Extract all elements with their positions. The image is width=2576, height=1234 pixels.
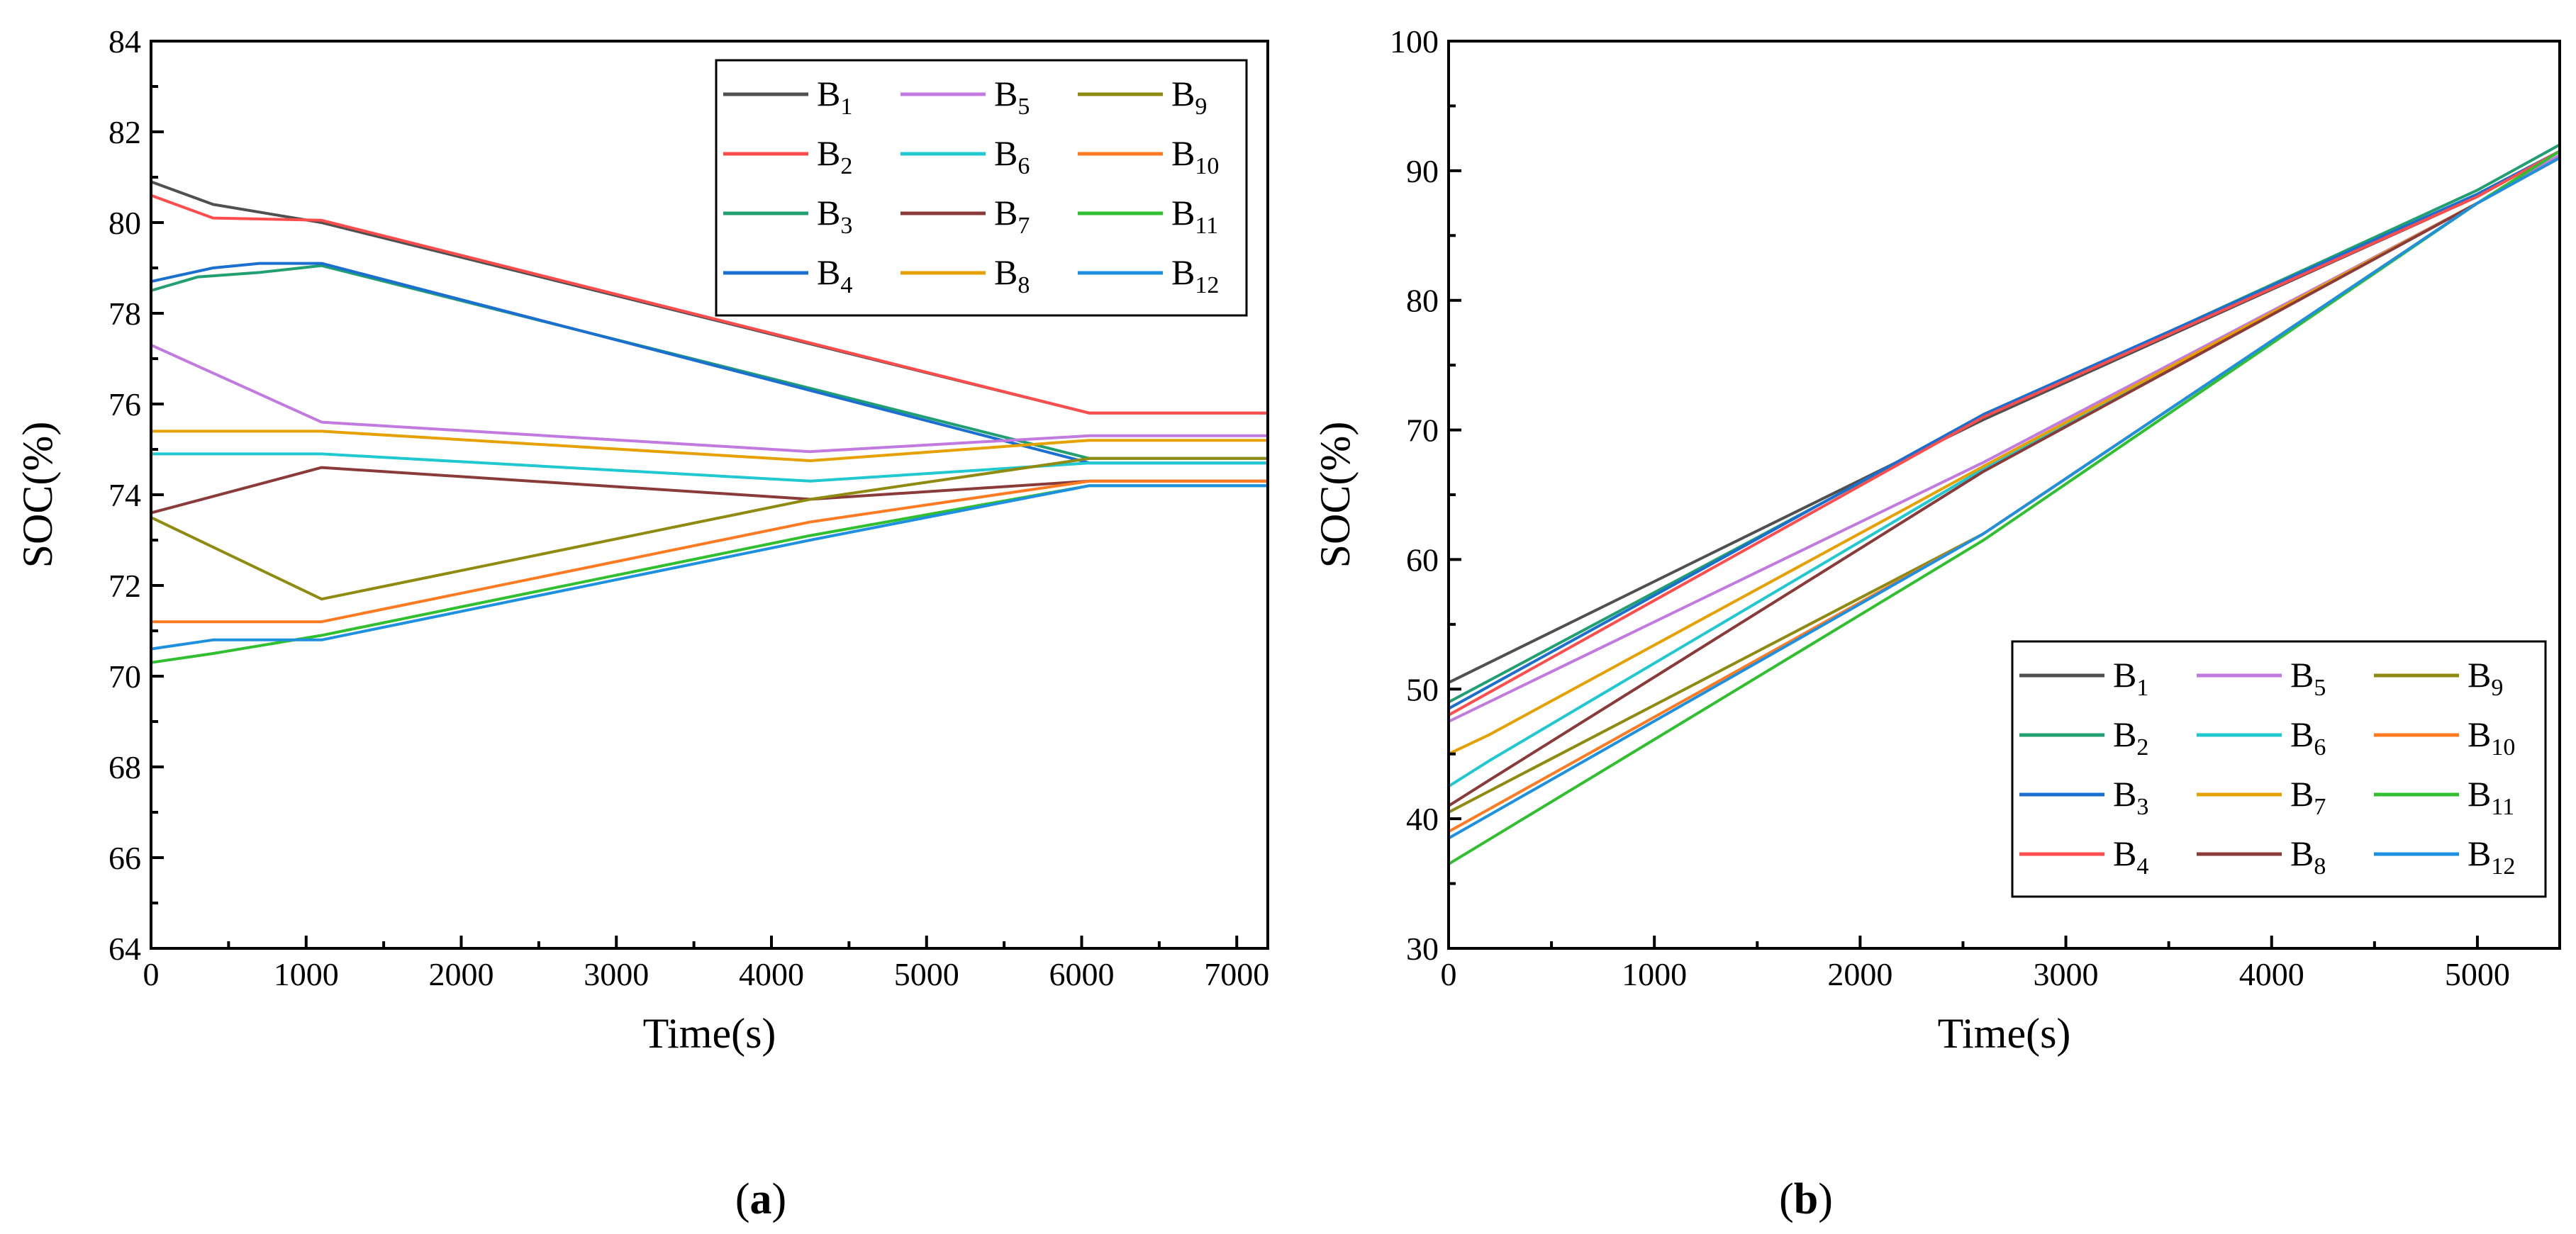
y-tick-label: 70 xyxy=(1406,413,1439,449)
x-tick-label: 0 xyxy=(1441,956,1457,992)
y-axis-title: SOC(%) xyxy=(14,422,61,568)
legend-label-b7: B7 xyxy=(994,193,1030,239)
x-tick-label: 3000 xyxy=(584,956,649,992)
legend-label-b1: B1 xyxy=(817,74,852,120)
x-axis-title: Time(s) xyxy=(1938,1010,2071,1057)
legend-box xyxy=(715,59,1248,317)
y-tick-label: 82 xyxy=(108,114,141,150)
legend-label-b11: B11 xyxy=(1171,193,1218,239)
legend-label-b9: B9 xyxy=(2468,655,2503,701)
series-line-b9 xyxy=(150,456,1268,601)
x-tick-label: 5000 xyxy=(2445,956,2510,992)
legend: B1 B2 B3 B4 B5 B6 B7 B8 B9 B10 B11 B12 xyxy=(2011,640,2547,898)
y-tick-label: 84 xyxy=(108,23,141,60)
x-tick-label: 0 xyxy=(143,956,160,992)
y-tick-label: 80 xyxy=(1406,283,1439,319)
legend-label-b9: B9 xyxy=(1171,74,1207,120)
y-tick-label: 80 xyxy=(108,205,141,241)
panel-label-b: (b) xyxy=(1779,1175,1833,1223)
y-tick-label: 30 xyxy=(1406,931,1439,967)
y-tick-label: 68 xyxy=(108,749,141,785)
series-line-b4 xyxy=(1448,150,2560,717)
legend-label-b3: B3 xyxy=(2113,774,2148,820)
legend-label-b4: B4 xyxy=(817,252,852,298)
x-tick-label: 4000 xyxy=(739,956,804,992)
panel-label-a: (a) xyxy=(735,1175,786,1223)
legend-label-b2: B2 xyxy=(817,133,852,179)
legend-label-b5: B5 xyxy=(2290,655,2326,701)
x-axis-title: Time(s) xyxy=(643,1010,776,1057)
x-tick-label: 2000 xyxy=(1827,956,1892,992)
legend: B1 B2 B3 B4 B5 B6 B7 B8 B9 B10 B11 B12 xyxy=(715,59,1248,317)
x-tick-label: 6000 xyxy=(1049,956,1115,992)
legend-label-b12: B12 xyxy=(1171,252,1219,298)
y-tick-label: 100 xyxy=(1390,23,1439,60)
y-tick-label: 60 xyxy=(1406,542,1439,578)
x-tick-label: 7000 xyxy=(1204,956,1269,992)
y-tick-label: 66 xyxy=(108,840,141,876)
legend-label-b6: B6 xyxy=(2290,714,2326,761)
y-tick-label: 50 xyxy=(1406,671,1439,707)
y-tick-label: 70 xyxy=(108,658,141,695)
legend-label-b4: B4 xyxy=(2113,834,2148,880)
x-tick-label: 3000 xyxy=(2034,956,2099,992)
y-tick-label: 74 xyxy=(108,477,141,513)
legend-label-b7: B7 xyxy=(2290,774,2326,820)
y-tick-label: 78 xyxy=(108,296,141,332)
y-tick-label: 90 xyxy=(1406,153,1439,189)
y-axis-title: SOC(%) xyxy=(1312,422,1359,568)
y-tick-label: 40 xyxy=(1406,801,1439,837)
y-tick-label: 72 xyxy=(108,568,141,604)
legend-label-b10: B10 xyxy=(1171,133,1219,179)
legend-label-b6: B6 xyxy=(994,133,1030,179)
series-line-b12 xyxy=(1448,156,2560,840)
series-line-b2 xyxy=(150,193,1268,415)
legend-label-b10: B10 xyxy=(2468,714,2515,761)
series-line-b5 xyxy=(150,343,1268,454)
chart-panel-b: 0 1000 2000 3000 4000 5000 30 40 50 60 70 80 90 100 Ti… xyxy=(1312,23,2561,1057)
chart-panel-a: 0 1000 2000 3000 4000 5000 6000 7000 64 66 68 70 72 7… xyxy=(14,23,1269,1057)
legend-label-b3: B3 xyxy=(817,193,852,239)
legend-label-b12: B12 xyxy=(2468,834,2515,880)
x-tick-label: 2000 xyxy=(429,956,494,992)
series-line-b12 xyxy=(150,484,1268,651)
series-line-b8 xyxy=(151,430,1268,462)
legend-label-b1: B1 xyxy=(2113,655,2148,701)
x-tick-label: 1000 xyxy=(1622,956,1687,992)
x-tick-label: 5000 xyxy=(894,956,959,992)
legend-label-b5: B5 xyxy=(994,74,1030,120)
x-tick-label: 4000 xyxy=(2239,956,2304,992)
series-line-b10 xyxy=(151,479,1268,624)
legend-label-b8: B8 xyxy=(994,252,1030,298)
legend-label-b8: B8 xyxy=(2290,834,2326,880)
y-tick-label: 64 xyxy=(108,931,141,967)
legend-label-b2: B2 xyxy=(2113,714,2148,761)
legend-box xyxy=(2011,640,2547,898)
legend-label-b11: B11 xyxy=(2468,774,2514,820)
series-line-b6 xyxy=(151,452,1268,483)
y-tick-label: 76 xyxy=(108,386,141,422)
x-tick-label: 1000 xyxy=(274,956,339,992)
series-line-b11 xyxy=(1447,150,2561,865)
